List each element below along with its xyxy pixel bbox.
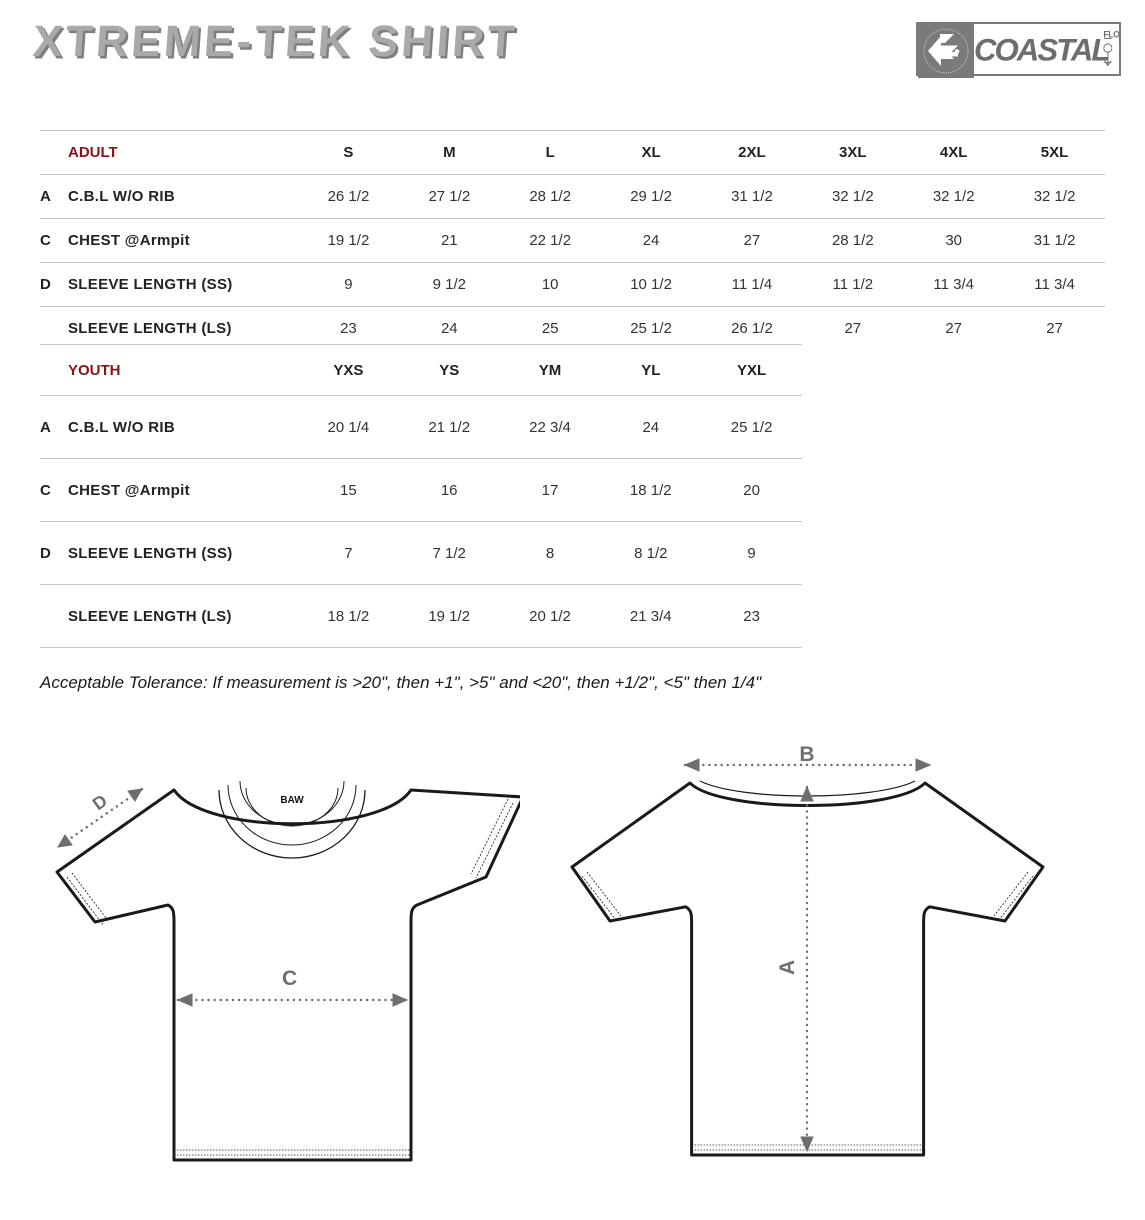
svg-text:A: A [776,960,799,975]
svg-text:BAW: BAW [280,795,304,806]
svg-text:COASTAL: COASTAL [974,33,1109,68]
svg-text:D: D [89,790,111,814]
svg-text:C: C [282,967,297,990]
svg-text:B: B [799,743,814,766]
